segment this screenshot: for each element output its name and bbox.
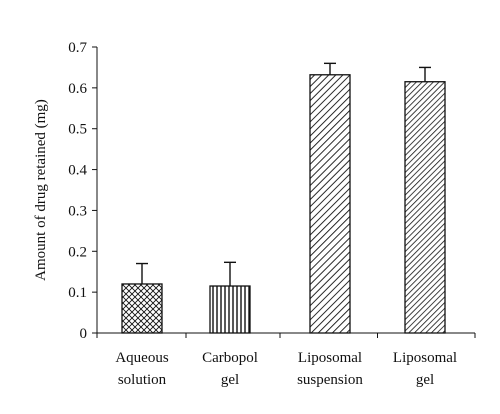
bar xyxy=(121,283,163,334)
y-tick-label: 0.3 xyxy=(68,203,87,219)
y-tick-label: 0 xyxy=(80,326,88,342)
y-tick-label: 0.4 xyxy=(68,163,87,179)
x-tick-label-line: Aqueous xyxy=(115,350,168,366)
x-axis xyxy=(96,332,476,338)
bar xyxy=(209,285,251,334)
bar xyxy=(309,74,351,334)
bar xyxy=(404,81,446,334)
y-tick-label: 0.5 xyxy=(68,122,87,138)
y-tick-label: 0.7 xyxy=(68,40,87,56)
x-tick-label: Liposomal suspension xyxy=(297,350,363,388)
x-tick-label-line: Carbopol xyxy=(202,350,258,366)
x-tick-labels: Aqueous solution Carbopol gel Liposomal suspe… xyxy=(115,350,457,388)
y-axis-label: Amount of drug retained (mg) xyxy=(33,99,49,281)
y-axis: 0 0.1 0.2 0.3 0.4 0.5 0.6 0.7 xyxy=(68,40,98,342)
x-tick-label: Liposomal gel xyxy=(393,350,457,388)
y-tick-label: 0.2 xyxy=(68,244,87,260)
x-tick-label-line: gel xyxy=(416,372,434,388)
x-tick-label-line: Liposomal xyxy=(393,350,457,366)
y-tick-label: 0.6 xyxy=(68,81,87,97)
error-bars xyxy=(136,62,431,287)
x-tick-label: Carbopol gel xyxy=(202,350,258,388)
x-tick-label-line: suspension xyxy=(297,372,363,388)
x-tick-label: Aqueous solution xyxy=(115,350,168,388)
bars xyxy=(121,74,446,334)
x-tick-label-line: gel xyxy=(221,372,239,388)
x-tick-label-line: Liposomal xyxy=(298,350,362,366)
x-tick-label-line: solution xyxy=(118,372,167,388)
y-tick-label: 0.1 xyxy=(68,285,87,301)
